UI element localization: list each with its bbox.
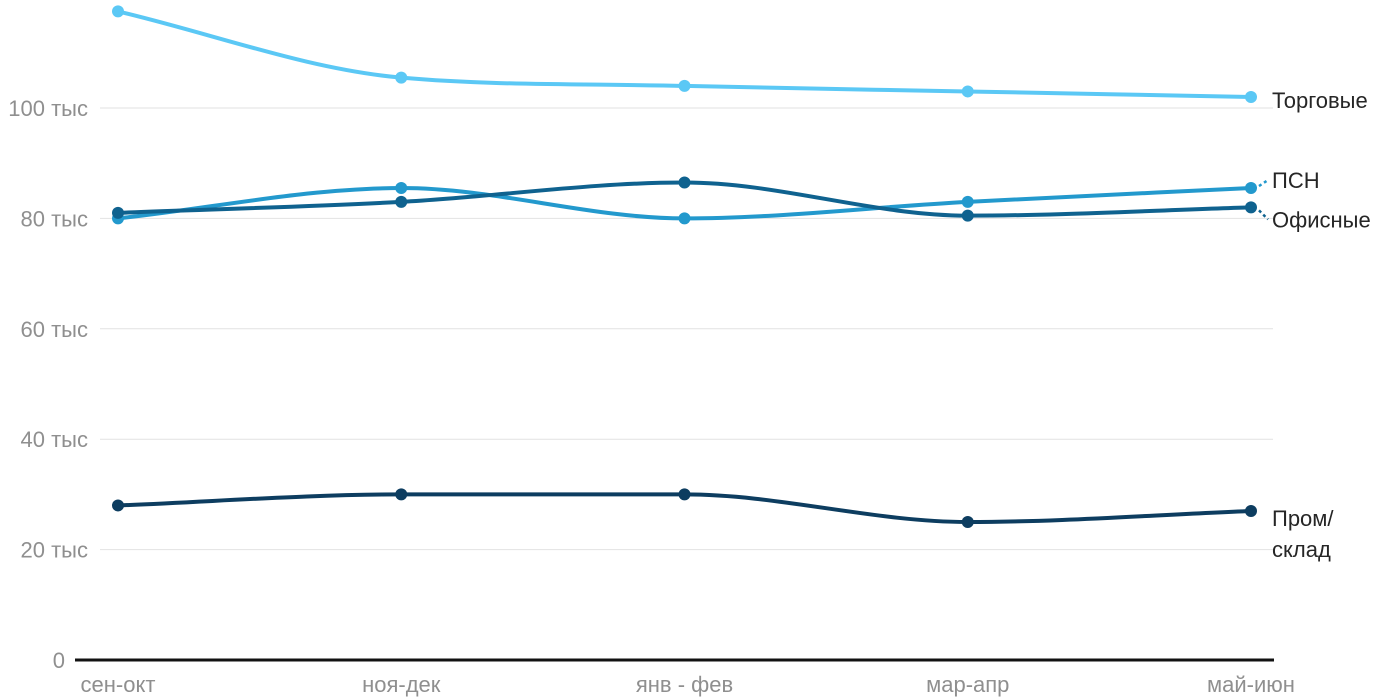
series-end-label-1: ПСН xyxy=(1272,168,1320,193)
series-point-3 xyxy=(395,488,408,501)
x-axis-tick-label: янв - фев xyxy=(636,672,733,697)
series-point-1 xyxy=(1245,182,1257,195)
series-point-0 xyxy=(395,71,408,84)
label-leader-line-1 xyxy=(1258,178,1269,188)
y-axis-tick-label: 0 xyxy=(53,648,65,673)
series-point-2 xyxy=(961,209,974,222)
series-point-0 xyxy=(678,79,691,92)
series-point-3 xyxy=(112,499,124,512)
y-axis-tick-label: 80 тыс xyxy=(21,206,88,231)
label-leader-line-2 xyxy=(1258,209,1269,221)
y-axis-tick-label: 60 тыс xyxy=(21,317,88,342)
series-point-1 xyxy=(961,195,974,208)
series-end-label-3: склад xyxy=(1272,537,1331,562)
series-point-0 xyxy=(961,85,974,98)
y-axis-tick-label: 20 тыс xyxy=(21,538,88,563)
y-axis-tick-label: 100 тыс xyxy=(8,96,88,121)
series-end-label-3: Пром/ xyxy=(1272,506,1334,531)
series-point-0 xyxy=(1245,90,1257,103)
x-axis-tick-label: мар-апр xyxy=(926,672,1009,697)
series-point-2 xyxy=(395,195,408,208)
series-point-3 xyxy=(961,516,974,528)
series-end-label-2: Офисные xyxy=(1272,207,1371,232)
series-point-3 xyxy=(1245,504,1257,517)
series-point-2 xyxy=(112,206,124,219)
series-point-3 xyxy=(678,488,691,501)
series-point-2 xyxy=(1245,201,1257,214)
series-point-0 xyxy=(112,5,124,18)
series-point-1 xyxy=(678,212,691,225)
series-point-1 xyxy=(395,182,408,195)
series-end-label-0: Торговые xyxy=(1272,88,1368,113)
y-axis-tick-label: 40 тыс xyxy=(21,427,88,452)
series-point-2 xyxy=(678,176,691,189)
x-axis-tick-label: ноя-дек xyxy=(362,672,441,697)
x-axis-tick-label: сен-окт xyxy=(81,672,156,697)
x-axis-tick-label: май-июн xyxy=(1207,672,1295,697)
